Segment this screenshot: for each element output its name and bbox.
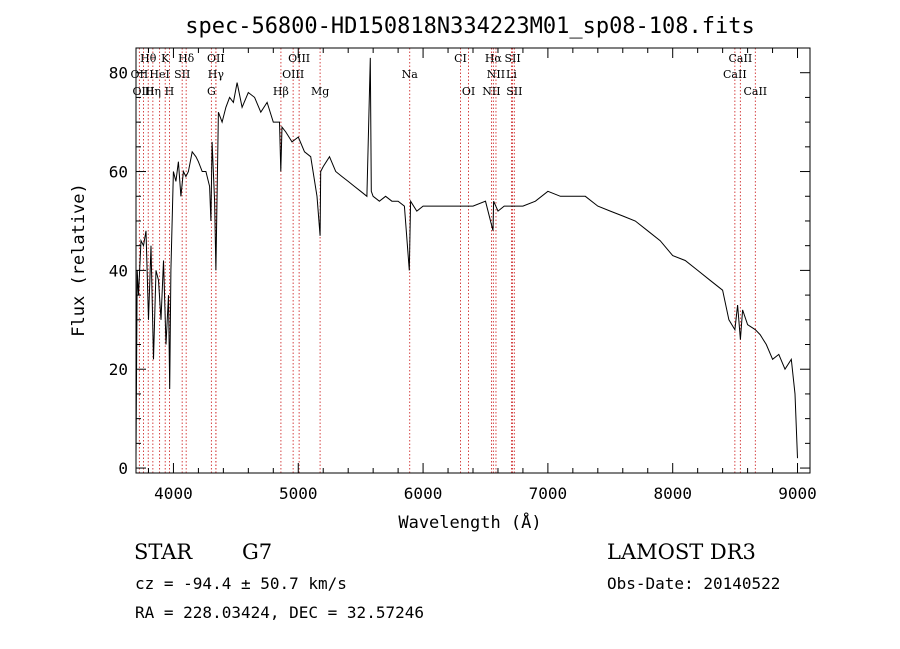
line-label-NII: NII xyxy=(482,85,500,98)
survey-name: LAMOST DR3 xyxy=(607,540,756,564)
line-label-K: K xyxy=(161,52,170,65)
x-axis-label: Wavelength (Å) xyxy=(398,511,541,533)
y-tick-label: 0 xyxy=(118,459,128,478)
line-label-Hγ: Hγ xyxy=(208,68,225,81)
observation-date: Obs-Date: 20140522 xyxy=(607,574,781,593)
y-tick-label: 80 xyxy=(109,64,128,83)
object-class: STAR xyxy=(134,540,193,564)
line-label-Hδ: Hδ xyxy=(178,52,195,65)
y-tick-label: 20 xyxy=(109,360,128,379)
x-tick-label: 8000 xyxy=(653,484,692,503)
redshift-readout: cz = -94.4 ± 50.7 km/s xyxy=(135,574,347,593)
x-tick-label: 7000 xyxy=(529,484,568,503)
axis-ticks: 4000 5000 6000 7000 8000 9000 0 20 40 60 80 xyxy=(109,48,817,503)
line-label-Mg: Mg xyxy=(311,85,329,98)
spectral-subclass: G7 xyxy=(242,540,273,564)
y-tick-label: 40 xyxy=(109,261,128,280)
line-label-NII: NII xyxy=(487,68,505,81)
line-label-G: G xyxy=(207,85,216,98)
y-tick-label: 60 xyxy=(109,163,128,182)
line-label-OI: OI xyxy=(462,85,475,98)
line-label-OIII: OIII xyxy=(288,52,310,65)
x-tick-label: 5000 xyxy=(279,484,318,503)
x-tick-label: 9000 xyxy=(778,484,817,503)
line-label-Hη: Hη xyxy=(145,85,161,98)
line-label-OII: OII xyxy=(207,52,225,65)
line-label-H: H xyxy=(165,85,175,98)
line-label-SII: SII xyxy=(506,85,522,98)
line-label-SII: SII xyxy=(504,52,520,65)
spectral-line-markers xyxy=(138,48,756,473)
line-label-Hα: Hα xyxy=(485,52,503,65)
spectrum-line xyxy=(135,57,798,459)
line-label-Na: Na xyxy=(402,68,419,81)
line-label-CaII: CaII xyxy=(743,85,767,98)
x-tick-label: 6000 xyxy=(404,484,443,503)
spectrum-series xyxy=(135,57,798,459)
line-label-CaII: CaII xyxy=(729,52,753,65)
line-label-Li: Li xyxy=(506,68,517,81)
line-label-SII: SII xyxy=(174,68,190,81)
chart-title: spec-56800-HD150818N334223M01_sp08-108.f… xyxy=(185,14,755,39)
line-label-HeI: HeI xyxy=(149,68,169,81)
line-label-CaII: CaII xyxy=(723,68,747,81)
coordinates-readout: RA = 228.03424, DEC = 32.57246 xyxy=(135,603,424,622)
y-axis-label: Flux (relative) xyxy=(69,183,89,337)
line-label-Hβ: Hβ xyxy=(273,85,289,98)
line-label-Hθ: Hθ xyxy=(140,52,157,65)
plot-frame xyxy=(135,47,811,474)
line-label-OIII: OIII xyxy=(282,68,304,81)
line-label-OIII: OIII xyxy=(132,85,154,98)
x-tick-label: 4000 xyxy=(154,484,193,503)
line-label-OII: OII xyxy=(131,68,149,81)
line-label-CI: CI xyxy=(454,52,467,65)
